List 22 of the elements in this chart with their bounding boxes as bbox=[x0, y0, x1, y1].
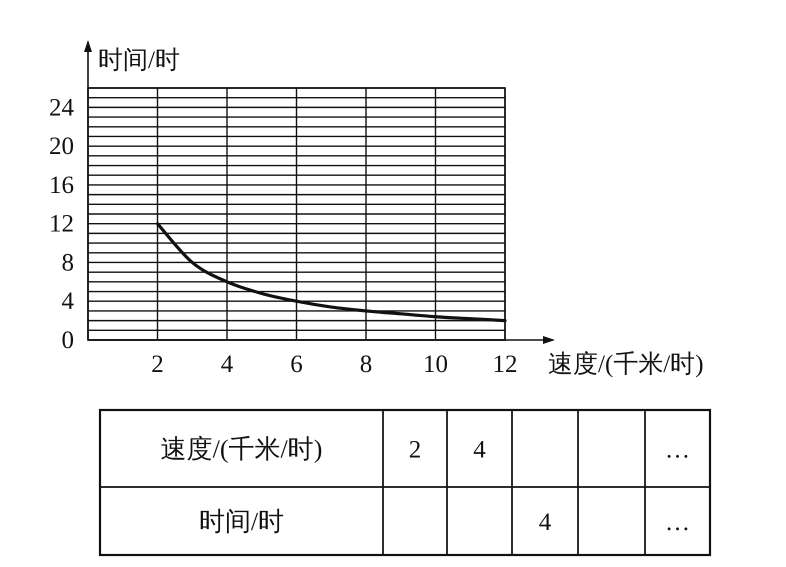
text: 4 bbox=[538, 509, 552, 536]
y-tick-label: 0 bbox=[62, 327, 74, 354]
y-tick-label: 4 bbox=[62, 288, 74, 316]
text: 4 bbox=[473, 436, 486, 464]
text: 2 bbox=[408, 436, 422, 464]
category-label: 速度/(千米/时) bbox=[160, 434, 322, 464]
x-axis-title: 速度/(千米/时) bbox=[548, 350, 704, 378]
x-tick-label: 10 bbox=[423, 351, 448, 378]
x-tick-label: 12 bbox=[492, 351, 518, 378]
y-tick-label: 24 bbox=[49, 94, 74, 122]
y-tick-label: 20 bbox=[49, 133, 74, 160]
x-tick-label: 6 bbox=[290, 351, 303, 378]
x-tick-label: 2 bbox=[151, 351, 164, 378]
y-tick-label: 8 bbox=[62, 249, 74, 276]
category-label: 时间/时 bbox=[198, 507, 284, 536]
y-tick-label: 16 bbox=[49, 172, 74, 199]
text: … bbox=[665, 509, 690, 536]
x-tick-label: 8 bbox=[360, 351, 372, 378]
y-axis-title: 时间/时 bbox=[98, 47, 180, 74]
x-tick-label: 4 bbox=[220, 351, 234, 378]
text: … bbox=[665, 436, 690, 464]
y-tick-label: 12 bbox=[49, 210, 74, 238]
